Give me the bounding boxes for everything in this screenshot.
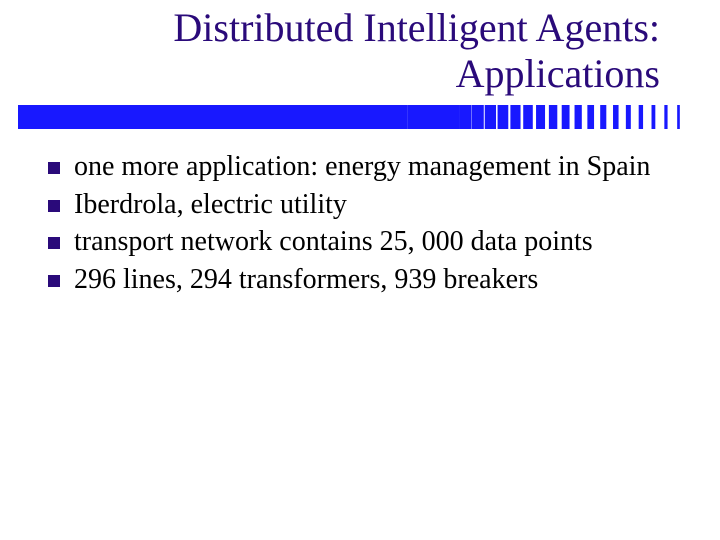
bullet-text: Iberdrola, electric utility — [74, 188, 660, 222]
bullet-text: 296 lines, 294 transformers, 939 breaker… — [74, 263, 660, 297]
slide: Distributed Intelligent Agents: Applicat… — [0, 0, 720, 540]
title-line-2: Applications — [456, 51, 660, 96]
slide-title: Distributed Intelligent Agents: Applicat… — [173, 5, 660, 97]
title-line-1: Distributed Intelligent Agents: — [173, 5, 660, 50]
slide-body: one more application: energy management … — [48, 150, 660, 300]
square-bullet-icon — [48, 275, 60, 287]
bullet-text: transport network contains 25, 000 data … — [74, 225, 660, 259]
bullet-item: one more application: energy management … — [48, 150, 660, 184]
square-bullet-icon — [48, 237, 60, 249]
bullet-item: 296 lines, 294 transformers, 939 breaker… — [48, 263, 660, 297]
square-bullet-icon — [48, 200, 60, 212]
bullet-item: transport network contains 25, 000 data … — [48, 225, 660, 259]
divider-decor — [18, 105, 690, 129]
bullet-item: Iberdrola, electric utility — [48, 188, 660, 222]
bullet-text: one more application: energy management … — [74, 150, 660, 184]
square-bullet-icon — [48, 162, 60, 174]
